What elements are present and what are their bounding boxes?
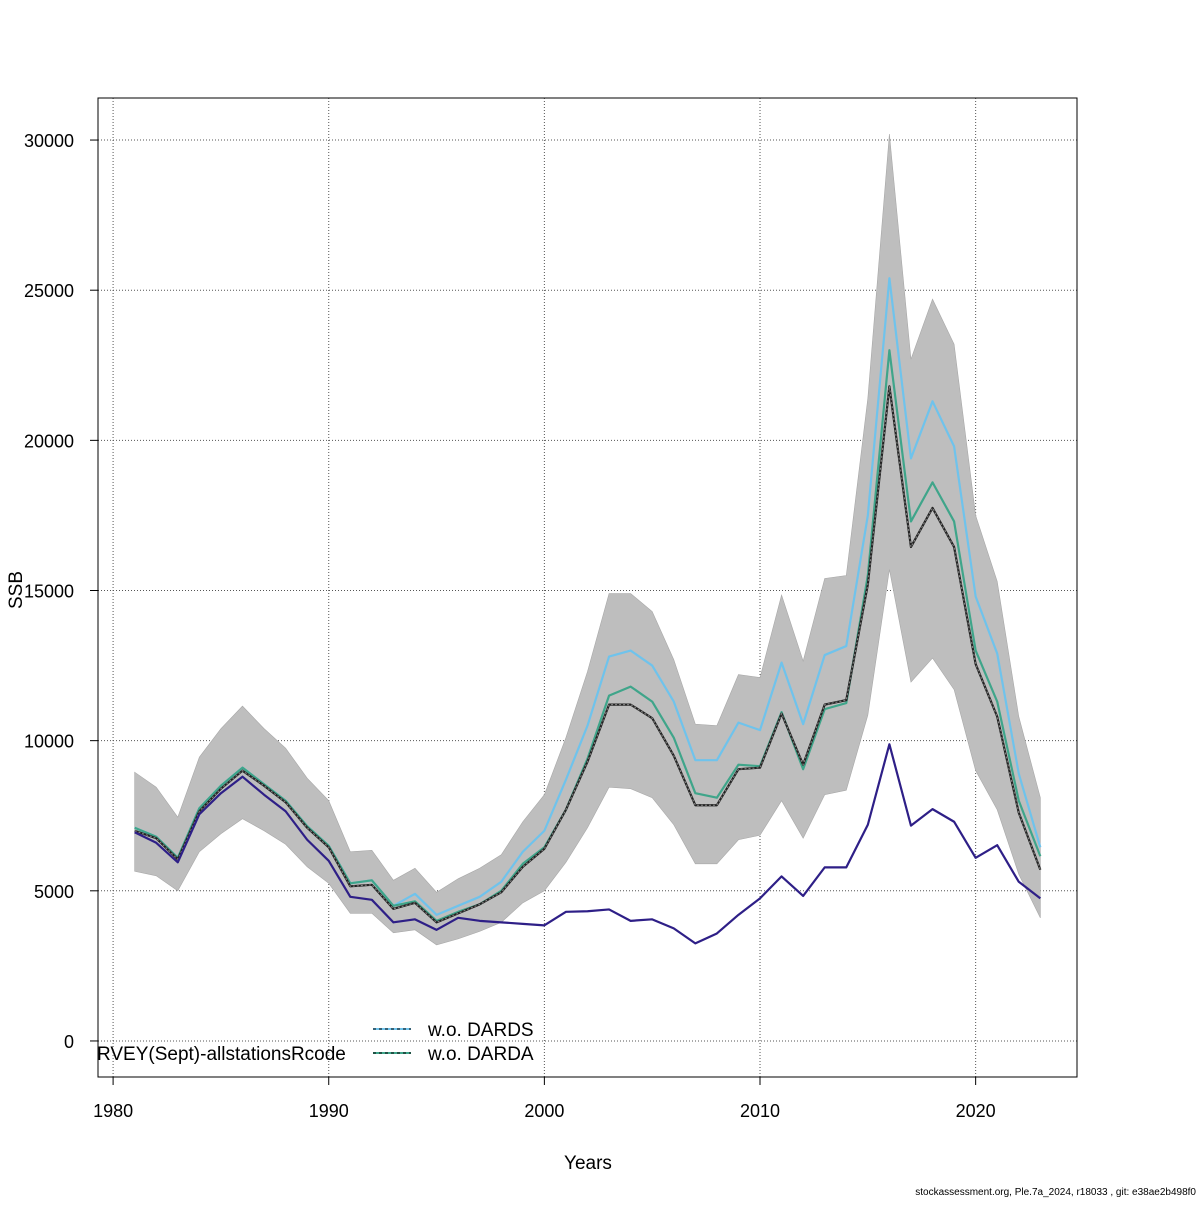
y-tick-label: 25000 <box>24 281 74 301</box>
footer-credit: stockassessment.org, Ple.7a_2024, r18033… <box>915 1187 1196 1198</box>
legend-label-wo-darda: w.o. DARDA <box>427 1044 534 1065</box>
y-tick-label: 20000 <box>24 431 74 451</box>
x-axis-label: Years <box>564 1153 612 1174</box>
legend-label-wo-dards: w.o. DARDS <box>427 1020 534 1041</box>
legend-clipped-label: RVEY(Sept)-allstationsRcode <box>97 1044 346 1065</box>
confidence-band <box>135 134 1041 945</box>
x-tick-label: 2020 <box>956 1101 996 1121</box>
legend: w.o. DARDS w.o. DARDA RVEY(Sept)-allstat… <box>97 1020 534 1065</box>
confidence-band-area <box>135 134 1041 945</box>
y-tick-label: 10000 <box>24 732 74 752</box>
y-axis-label: SSB <box>6 571 27 609</box>
x-tick-label: 2010 <box>740 1101 780 1121</box>
y-tick-label: 15000 <box>24 582 74 602</box>
x-tick-label: 1990 <box>309 1101 349 1121</box>
y-tick-label: 0 <box>64 1032 74 1052</box>
x-tick-label: 2000 <box>524 1101 564 1121</box>
y-tick-label: 5000 <box>34 882 74 902</box>
y-tick-label: 30000 <box>24 131 74 151</box>
x-tick-label: 1980 <box>93 1101 133 1121</box>
